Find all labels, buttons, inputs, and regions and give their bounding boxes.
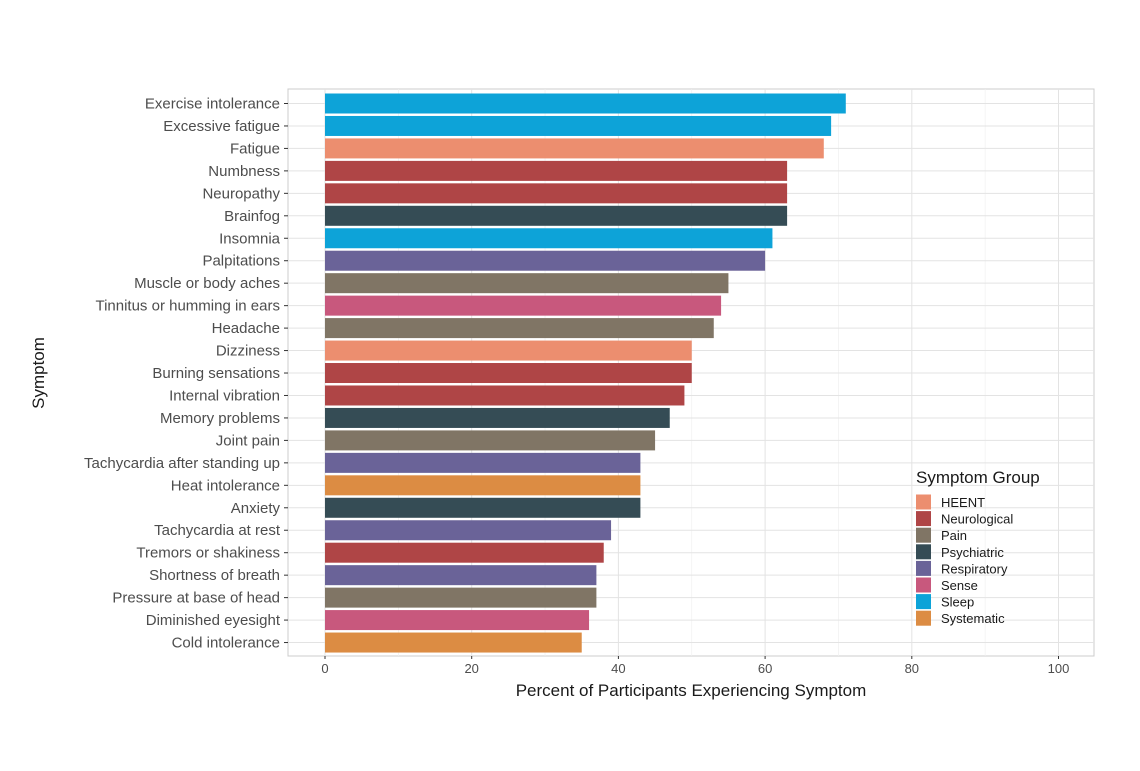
bar-pressure-at-base-of-head — [325, 587, 597, 608]
x-tick-labels: 0 20 40 60 80 100 — [321, 656, 1069, 676]
bar-memory-problems — [325, 407, 670, 428]
category-label: Internal vibration — [169, 387, 280, 404]
bar-numbness — [325, 160, 788, 181]
bar-anxiety — [325, 497, 641, 518]
legend-key — [916, 610, 931, 626]
bar-cold-intolerance — [325, 632, 582, 653]
bar-heat-intolerance — [325, 475, 641, 496]
legend-key — [916, 511, 931, 527]
bar-neuropathy — [325, 183, 788, 204]
bars — [325, 93, 846, 653]
x-tick-label: 60 — [758, 661, 772, 676]
legend-label: Systematic — [941, 611, 1005, 626]
category-label: Tinnitus or humming in ears — [95, 298, 280, 315]
legend-key — [916, 527, 931, 543]
bar-dizziness — [325, 340, 692, 361]
category-label: Tachycardia at rest — [154, 522, 281, 539]
category-label: Exercise intolerance — [145, 96, 280, 113]
legend-key — [916, 494, 931, 510]
bar-burning-sensations — [325, 363, 692, 384]
legend-label: Psychiatric — [941, 545, 1004, 560]
legend-key — [916, 544, 931, 560]
category-label: Cold intolerance — [172, 635, 280, 652]
x-tick-label: 100 — [1048, 661, 1070, 676]
legend-label: Respiratory — [941, 561, 1008, 576]
legend-key — [916, 560, 931, 576]
bar-muscle-or-body-aches — [325, 273, 729, 294]
y-axis-title: Symptom — [29, 337, 48, 409]
category-label: Tremors or shakiness — [136, 545, 280, 562]
category-label: Excessive fatigue — [163, 118, 280, 135]
category-label: Numbness — [208, 163, 280, 180]
category-label: Dizziness — [216, 343, 280, 360]
category-label: Tachycardia after standing up — [84, 455, 280, 472]
bar-tachycardia-after-standing-up — [325, 452, 641, 473]
category-label: Burning sensations — [152, 365, 280, 382]
legend-key — [916, 594, 931, 610]
legend-label: Sense — [941, 578, 978, 593]
bar-tinnitus-or-humming-in-ears — [325, 295, 722, 316]
x-axis-title: Percent of Participants Experiencing Sym… — [516, 681, 867, 700]
legend-label: Neurological — [941, 512, 1013, 527]
bar-brainfog — [325, 205, 788, 226]
bar-shortness-of-breath — [325, 565, 597, 586]
bar-diminished-eyesight — [325, 610, 590, 631]
category-label: Muscle or body aches — [134, 275, 280, 292]
bar-tremors-or-shakiness — [325, 542, 604, 563]
category-label: Insomnia — [219, 230, 281, 247]
legend-label: Sleep — [941, 595, 974, 610]
category-label: Joint pain — [216, 432, 280, 449]
bar-joint-pain — [325, 430, 656, 451]
category-label: Palpitations — [202, 253, 280, 270]
x-tick-label: 0 — [321, 661, 328, 676]
bar-tachycardia-at-rest — [325, 520, 612, 541]
category-label: Pressure at base of head — [112, 590, 280, 607]
category-label: Brainfog — [224, 208, 280, 225]
legend-title: Symptom Group — [916, 468, 1040, 487]
x-tick-label: 80 — [905, 661, 919, 676]
bar-insomnia — [325, 228, 773, 249]
category-label: Memory problems — [160, 410, 280, 427]
category-label: Shortness of breath — [149, 567, 280, 584]
category-label: Diminished eyesight — [146, 612, 281, 629]
bar-fatigue — [325, 138, 824, 159]
legend-label: HEENT — [941, 495, 985, 510]
bar-palpitations — [325, 250, 766, 271]
category-label: Heat intolerance — [171, 477, 280, 494]
x-tick-label: 20 — [464, 661, 478, 676]
bar-exercise-intolerance — [325, 93, 846, 114]
category-label: Anxiety — [231, 500, 281, 517]
category-label: Headache — [212, 320, 280, 337]
category-label: Neuropathy — [202, 185, 280, 202]
bar-internal-vibration — [325, 385, 685, 406]
legend-key — [916, 577, 931, 593]
x-tick-label: 40 — [611, 661, 625, 676]
bar-headache — [325, 318, 714, 339]
bar-excessive-fatigue — [325, 115, 832, 136]
category-labels: Exercise intolerance Excessive fatigue Fat… — [84, 96, 288, 652]
legend-label: Pain — [941, 528, 967, 543]
category-label: Fatigue — [230, 140, 280, 157]
